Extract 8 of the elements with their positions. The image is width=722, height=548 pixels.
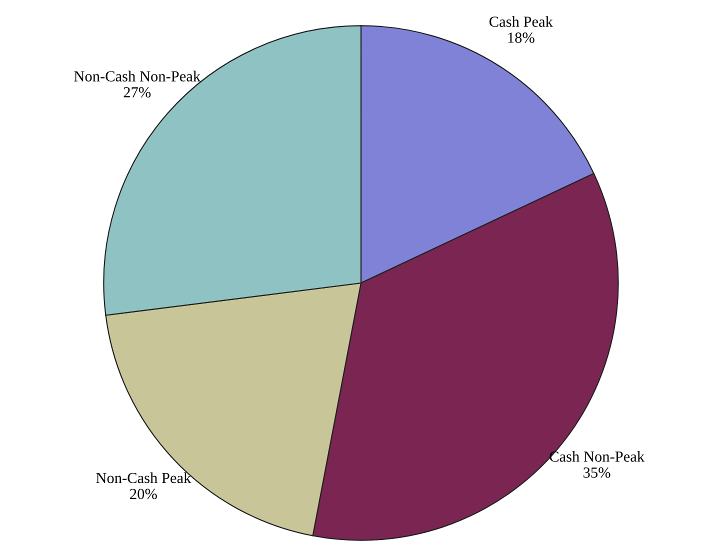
data-label: 27%: [124, 87, 151, 98]
data-label: 35%: [584, 467, 610, 478]
slice-label: Cash Peak: [490, 16, 553, 27]
slice-label: Cash Non-Peak: [550, 451, 645, 462]
slice-label: Non-Cash Peak: [96, 472, 192, 484]
data-label: 18%: [508, 32, 534, 43]
data-label: 20%: [130, 488, 157, 500]
slice-label: Non-Cash Non-Peak: [74, 70, 201, 82]
